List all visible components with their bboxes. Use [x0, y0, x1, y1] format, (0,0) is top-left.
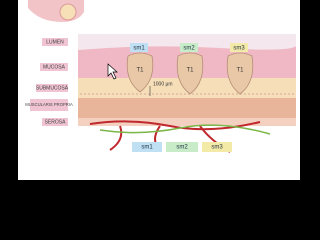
tumor: [176, 52, 204, 95]
tumor-stage: T1: [236, 68, 244, 74]
cursor: [107, 63, 118, 80]
tumor-stage: T1: [136, 68, 144, 74]
label-box: [130, 43, 148, 52]
muscularis-layer: [78, 98, 296, 118]
label-box: [40, 63, 68, 71]
layer-labels: LUMEN MUCOSA SUBMUCOSA MUSCULARIS PROPRI…: [25, 38, 73, 126]
page: T1 T1 T1 sm1 sm2 sm3 1000 μm LUMEN MUCOS…: [18, 0, 300, 180]
serosa-layer: [78, 118, 296, 126]
tumor: [226, 52, 254, 95]
label-box: [42, 38, 68, 46]
label-box: [30, 99, 68, 111]
legend-box: [132, 142, 162, 152]
layer-label: MUCOSA: [43, 64, 66, 70]
screen: T1 T1 T1 sm1 sm2 sm3 1000 μm LUMEN MUCOS…: [18, 0, 300, 180]
legend-box: [166, 142, 198, 152]
layer-label: MUSCULARIS PROPRIA: [25, 102, 73, 107]
cartoon-detail: [59, 3, 77, 21]
tumor: [126, 52, 154, 93]
layer-label: SEROSA: [45, 119, 67, 125]
label-box: [180, 43, 198, 52]
layer-label: SUBMUCOSA: [36, 85, 69, 91]
legend-label: sm2: [176, 145, 188, 151]
legend-label: sm1: [141, 145, 153, 151]
tumor-label: sm1: [133, 46, 145, 52]
scale-label: 1000 μm: [153, 81, 173, 87]
label-box: [36, 84, 68, 92]
label-box: [42, 118, 68, 126]
layer-label: LUMEN: [46, 39, 64, 45]
tumors: T1 T1 T1: [126, 52, 254, 95]
label-box: [230, 43, 248, 52]
legend-label: sm3: [211, 145, 223, 151]
tumor-label: sm2: [183, 46, 195, 52]
legend-box: [202, 142, 232, 152]
nerves: [99, 124, 271, 135]
tumor-stage: T1: [186, 68, 194, 74]
tumor-label: sm3: [233, 46, 245, 52]
vessels: [89, 120, 261, 153]
